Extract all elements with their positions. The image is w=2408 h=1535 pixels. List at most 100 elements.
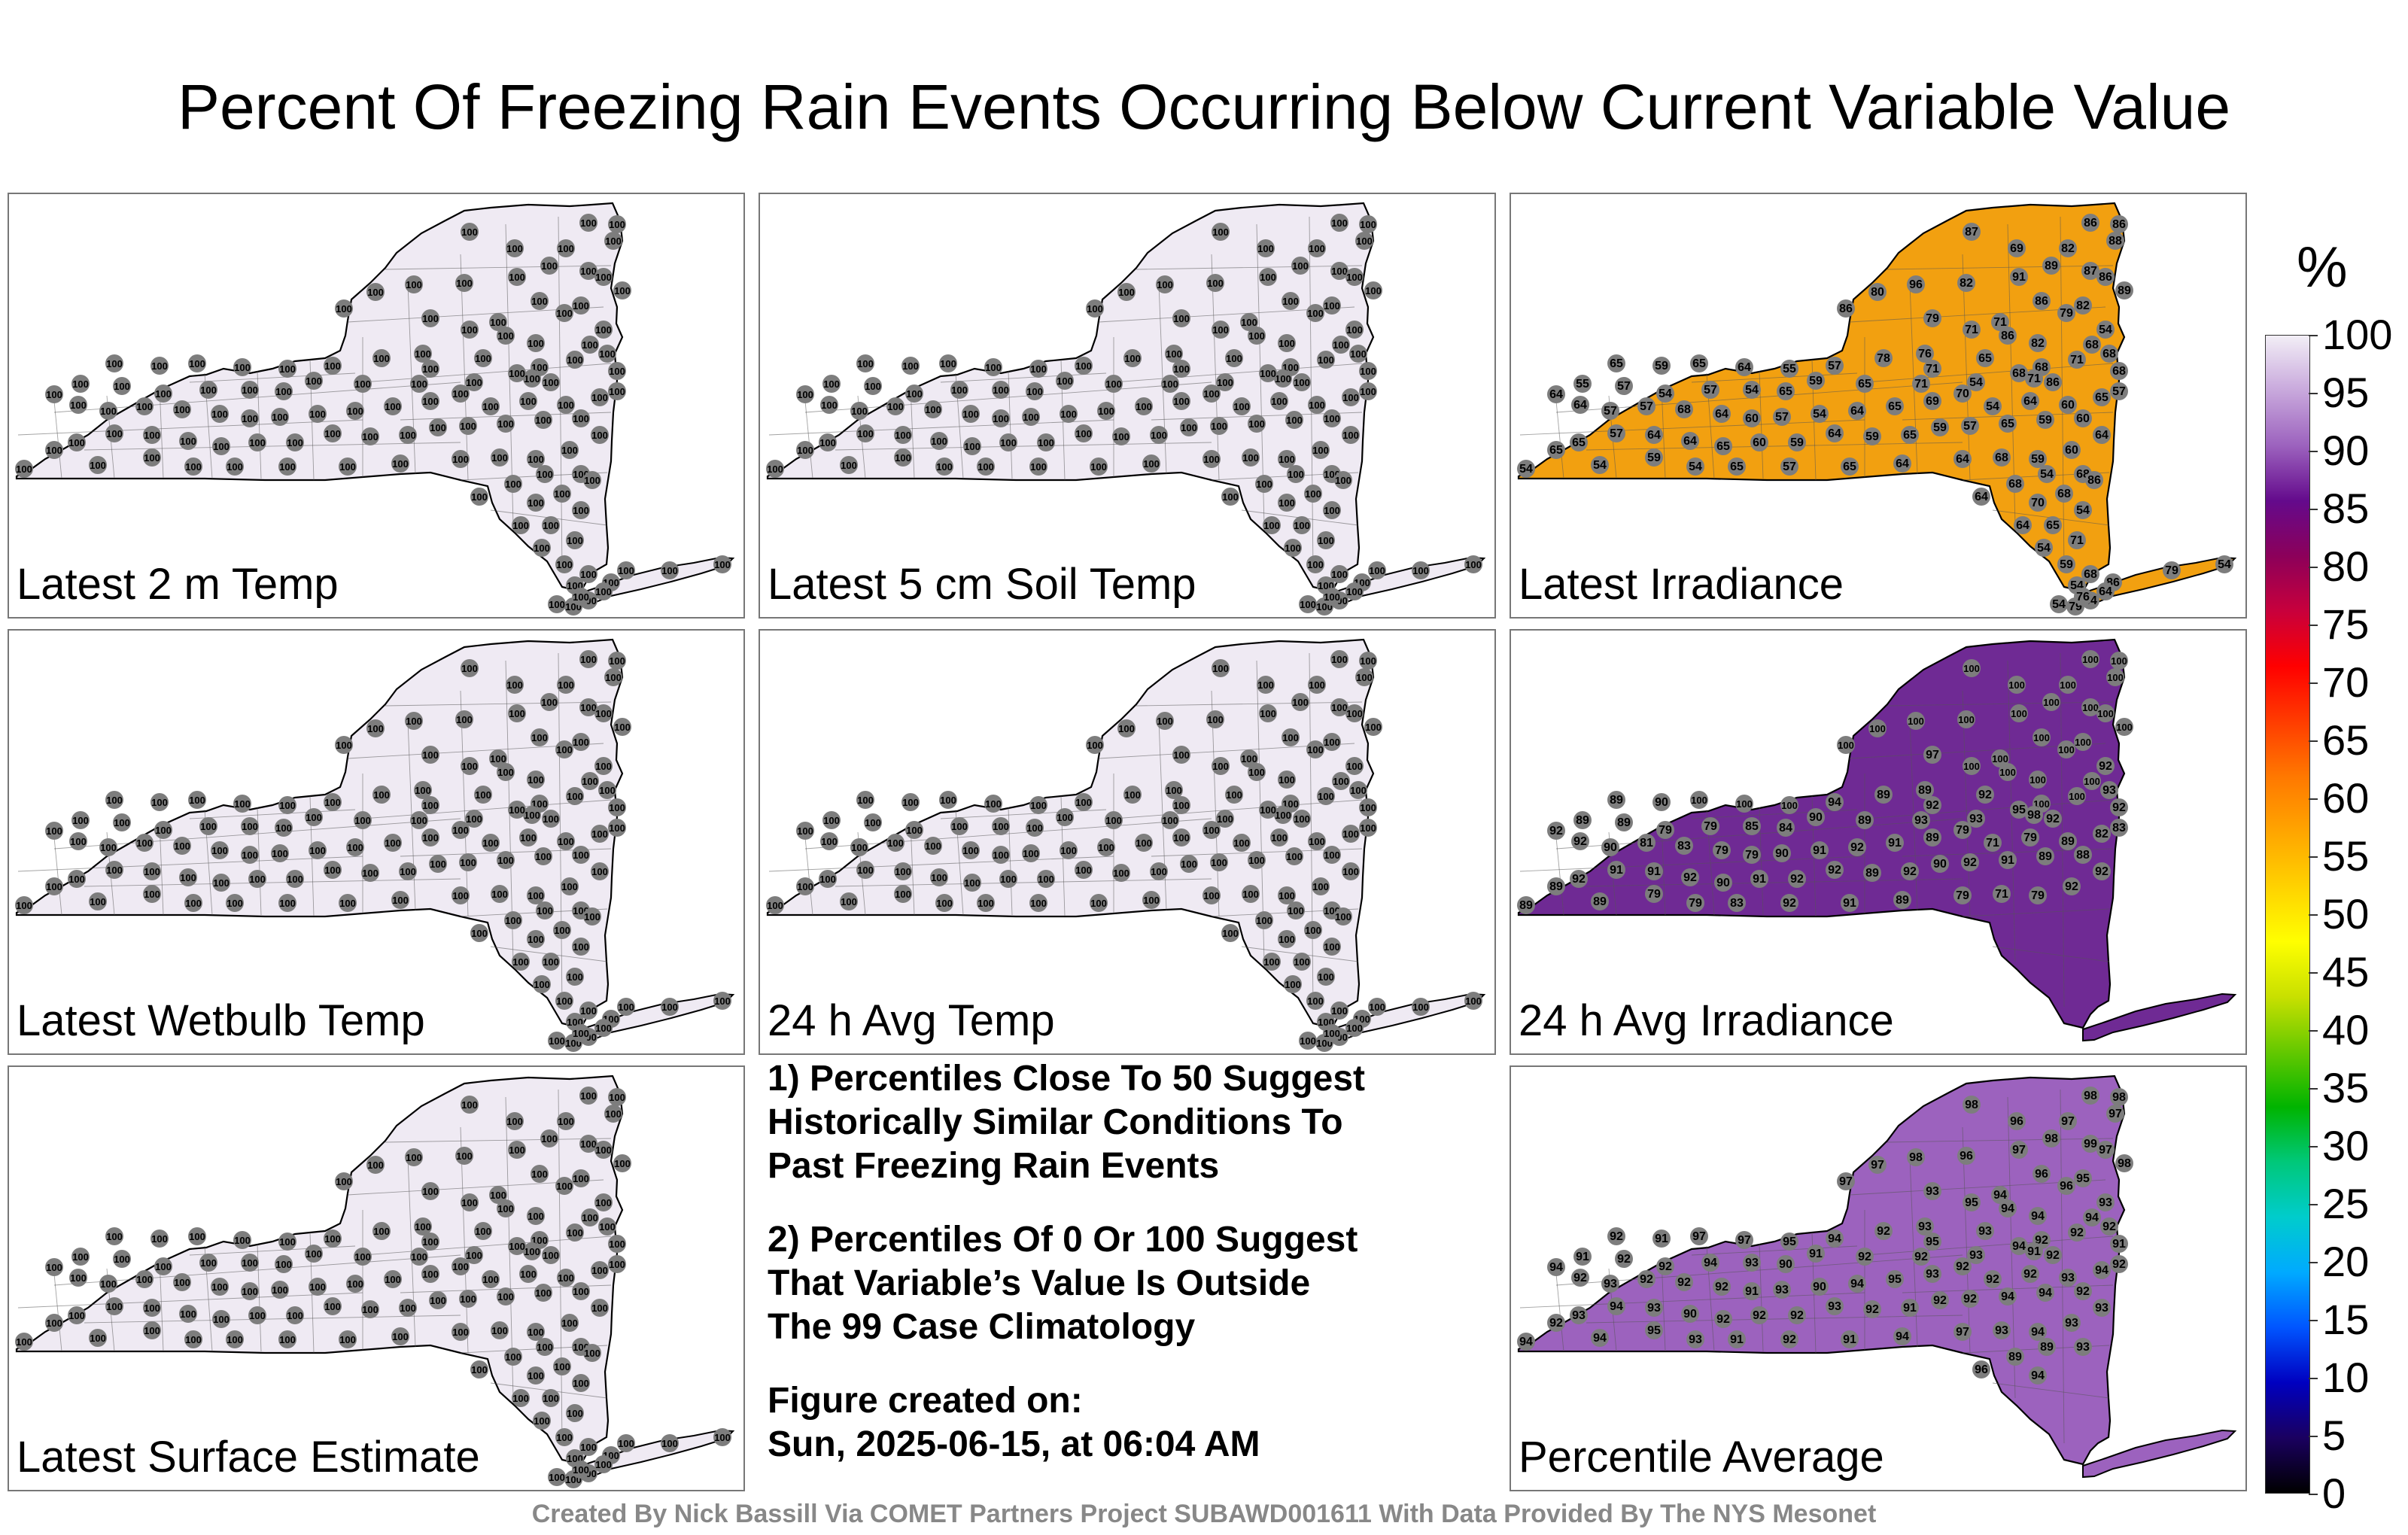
- station-dot: [2081, 698, 2099, 716]
- station-value: 91: [1730, 1333, 1744, 1346]
- station-dot: [713, 1428, 731, 1446]
- station-dot: [1607, 791, 1625, 809]
- station-dot: [594, 321, 613, 339]
- station-dot: [1323, 409, 1341, 427]
- county-border: [53, 837, 62, 916]
- station-value: 100: [1335, 475, 1351, 486]
- colorbar-tick-mark: [2309, 1494, 2318, 1495]
- station-dot: [1161, 375, 1179, 393]
- station-dot: [2021, 1265, 2039, 1283]
- station-dot: [1210, 853, 1228, 871]
- station-dot: [1645, 426, 1663, 444]
- station-value: 100: [72, 378, 89, 390]
- station-value: 100: [573, 300, 589, 312]
- station-dot: [1323, 938, 1341, 956]
- station-value: 100: [528, 934, 544, 945]
- station-value: 100: [422, 363, 439, 375]
- station-dot: [1570, 870, 1588, 888]
- station-dot: [188, 354, 206, 372]
- station-value: 100: [580, 702, 597, 713]
- station-value: 93: [2095, 1302, 2109, 1315]
- station-marker: 100: [199, 1254, 217, 1272]
- station-dot: [579, 1087, 597, 1105]
- station-dot: [557, 676, 575, 694]
- station-marker: 98: [2025, 806, 2043, 824]
- station-dot: [271, 408, 289, 426]
- station-marker: 100: [598, 345, 616, 363]
- station-dot: [527, 1207, 545, 1225]
- station-marker: 92: [2100, 1217, 2118, 1236]
- station-marker: 100: [1242, 448, 1260, 467]
- station-marker: 100: [557, 676, 575, 694]
- station-value: 100: [306, 812, 322, 823]
- station-value: 100: [573, 1464, 589, 1476]
- station-marker: 93: [1976, 1222, 1994, 1240]
- station-marker: 100: [482, 1270, 500, 1288]
- station-dot: [508, 1141, 526, 1159]
- station-value: 86: [2084, 217, 2097, 229]
- station-dot: [179, 868, 197, 886]
- station-dot: [212, 437, 230, 455]
- station-value: 100: [336, 740, 352, 751]
- station-marker: 65: [1901, 426, 1919, 444]
- station-dot: [113, 813, 131, 831]
- station-value: 100: [422, 800, 439, 811]
- colorbar-tick-label: 5: [2322, 1412, 2346, 1459]
- station-marker: 94: [1893, 1327, 1911, 1345]
- station-value: 70: [1956, 388, 1969, 400]
- station-value: 89: [1576, 814, 1589, 827]
- station-value: 100: [1248, 418, 1265, 430]
- station-dot: [470, 1360, 488, 1378]
- station-dot: [594, 1141, 613, 1159]
- station-marker: 64: [1893, 454, 1911, 473]
- station-marker: 100: [608, 798, 626, 816]
- station-dot: [2006, 475, 2024, 493]
- station-value: 100: [1212, 324, 1229, 336]
- station-marker: 82: [1957, 274, 1975, 292]
- station-dot: [1090, 457, 1108, 476]
- station-value: 100: [471, 928, 488, 939]
- station-value: 93: [1978, 1225, 1992, 1238]
- station-value: 91: [2001, 854, 2014, 867]
- station-dot: [598, 781, 616, 799]
- station-marker: 100: [451, 385, 470, 403]
- panel-label: 24 h Avg Temp: [768, 996, 1055, 1045]
- station-value: 89: [2008, 1351, 2022, 1363]
- station-marker: 100: [591, 825, 609, 843]
- station-dot: [1180, 855, 1198, 873]
- station-marker: 100: [1999, 763, 2017, 781]
- station-marker: 98: [2081, 1087, 2099, 1105]
- station-marker: 100: [1172, 796, 1190, 814]
- station-value: 92: [1903, 865, 1917, 878]
- station-marker: 100: [1323, 296, 1341, 315]
- station-marker: 100: [504, 1348, 522, 1366]
- station-value: 100: [144, 1325, 160, 1336]
- station-marker: 100: [1287, 901, 1305, 919]
- station-value: 100: [906, 825, 923, 836]
- station-dot: [2081, 1135, 2099, 1153]
- station-dot: [1953, 385, 1972, 403]
- station-dot: [2074, 1282, 2092, 1300]
- station-dot: [935, 457, 953, 476]
- station-value: 100: [1275, 373, 1291, 385]
- station-dot: [1308, 396, 1326, 414]
- station-marker: 100: [179, 1305, 197, 1323]
- station-value: 100: [1465, 995, 1482, 1007]
- station-value: 100: [531, 732, 548, 743]
- station-marker: 89: [1517, 896, 1535, 914]
- station-marker: 95: [2010, 801, 2028, 819]
- station-value: 100: [549, 1035, 565, 1047]
- panel-label: Latest Surface Estimate: [17, 1433, 480, 1482]
- station-marker: 100: [1212, 223, 1230, 241]
- station-value: 100: [362, 1304, 379, 1315]
- station-marker: 86: [2033, 292, 2051, 310]
- station-dot: [1931, 855, 1949, 873]
- station-value: 100: [819, 874, 836, 885]
- station-marker: 100: [414, 345, 432, 363]
- station-marker: 100: [533, 539, 551, 557]
- station-dot: [2059, 1112, 2077, 1130]
- station-dot: [1916, 345, 1934, 363]
- station-dot: [1901, 862, 1919, 880]
- station-marker: 100: [617, 561, 635, 579]
